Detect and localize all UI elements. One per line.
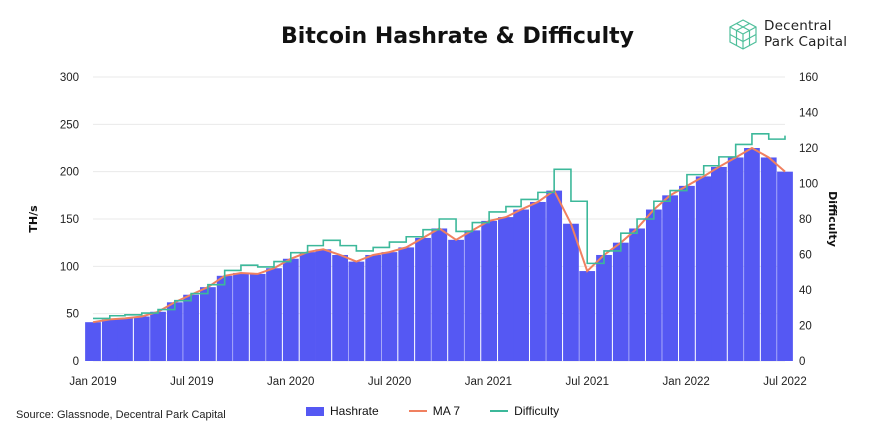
y2-tick-label: 100 <box>799 179 818 191</box>
hashrate-bar <box>481 220 498 361</box>
brand-line-2: Park Capital <box>764 34 848 50</box>
legend-item-ma7: MA 7 <box>408 404 461 418</box>
source-note: Source: Glassnode, Decentral Park Capita… <box>16 409 226 421</box>
hashrate-bar <box>249 273 266 361</box>
hashrate-bar <box>679 185 695 361</box>
legend-label-difficulty: Difficulty <box>514 404 560 418</box>
legend-item-difficulty: Difficulty <box>490 404 559 418</box>
hashrate-bar <box>695 176 712 361</box>
hashrate-bar <box>133 316 150 361</box>
y-tick-label: 200 <box>60 167 79 179</box>
legend-label-hashrate: Hashrate <box>330 404 379 418</box>
legend-swatch-hashrate <box>306 406 324 416</box>
hashrate-bar <box>381 252 398 361</box>
hashrate-bar <box>365 254 382 361</box>
y2-tick-label: 120 <box>799 143 818 155</box>
hashrate-bar <box>266 268 282 361</box>
hashrate-bar <box>563 223 579 361</box>
hashrate-bar <box>744 148 760 361</box>
hashrate-bar <box>645 209 662 361</box>
hashrate-bar <box>498 217 514 361</box>
x-tick-label: Jan 2020 <box>267 376 314 388</box>
hashrate-bar <box>579 271 596 361</box>
hashrate-bar <box>150 311 166 361</box>
x-tick-label: Jan 2019 <box>69 376 116 388</box>
x-tick-label: Jan 2021 <box>465 376 512 388</box>
hashrate-bar <box>166 302 183 361</box>
x-tick-label: Jul 2019 <box>170 376 213 388</box>
hashrate-bar <box>332 254 348 361</box>
hashrate-bar <box>711 166 727 361</box>
y2-tick-label: 140 <box>799 108 818 120</box>
y-tick-label: 250 <box>60 119 79 131</box>
hashrate-bar <box>85 322 101 361</box>
legend-swatch-ma7 <box>408 410 427 412</box>
hashrate-bar <box>513 209 529 361</box>
hashrate-bar <box>398 247 415 361</box>
x-tick-label: Jul 2022 <box>763 376 806 388</box>
hashrate-bar <box>629 228 645 361</box>
y-axis-label: TH/s <box>27 205 40 233</box>
brand-logo: Decentral Park Capital <box>728 17 847 51</box>
hashrate-bar <box>727 157 744 361</box>
cube-logo-icon <box>729 19 757 50</box>
hashrate-bar <box>530 201 546 361</box>
hashrate-bar <box>760 157 777 361</box>
hashrate-bar <box>662 195 679 361</box>
hashrate-bar <box>464 230 481 361</box>
x-tick-label: Jan 2022 <box>662 376 709 388</box>
hashrate-bar <box>183 294 199 361</box>
hashrate-bar <box>315 249 332 361</box>
hashrate-bar <box>431 228 448 361</box>
hashrate-bar <box>233 272 249 361</box>
hashrate-bar <box>777 171 793 361</box>
legend-swatch-difficulty <box>490 410 509 412</box>
x-tick-label: Jul 2020 <box>368 376 411 388</box>
y2-tick-label: 80 <box>799 214 812 226</box>
x-tick-label: Jul 2021 <box>566 376 609 388</box>
hashrate-bar <box>415 237 431 361</box>
hashrate-bar <box>299 252 316 361</box>
hashrate-bar <box>282 258 299 361</box>
y2-tick-label: 60 <box>799 250 812 262</box>
hashrate-bar <box>596 254 612 361</box>
y2-tick-label: 40 <box>799 285 812 297</box>
y2-axis-label: Difficulty <box>826 191 839 247</box>
y-tick-label: 100 <box>60 261 79 273</box>
hashrate-bar <box>546 190 563 361</box>
y-tick-label: 300 <box>60 72 79 84</box>
hashrate-bar <box>117 318 133 361</box>
difficulty-line <box>93 133 786 320</box>
chart-title: Bitcoin Hashrate & Difficulty <box>281 24 634 49</box>
y2-tick-label: 0 <box>799 356 805 368</box>
legend-label-ma7: MA 7 <box>432 404 461 418</box>
legend-item-hashrate: Hashrate <box>306 404 379 418</box>
hashrate-bar <box>216 275 233 361</box>
hashrate-bar <box>612 242 629 361</box>
hashrate-bar <box>199 287 216 361</box>
y-tick-label: 0 <box>73 356 79 368</box>
y2-tick-label: 20 <box>799 321 812 333</box>
hashrate-bar <box>101 319 118 361</box>
brand-line-1: Decentral <box>764 18 832 34</box>
y2-tick-label: 160 <box>799 72 818 84</box>
chart-legend: Hashrate MA 7 Difficulty <box>306 404 589 418</box>
hashrate-bar <box>448 239 464 361</box>
y-tick-label: 50 <box>66 309 79 321</box>
y-tick-label: 150 <box>60 214 79 226</box>
hashrate-bar <box>348 261 365 361</box>
